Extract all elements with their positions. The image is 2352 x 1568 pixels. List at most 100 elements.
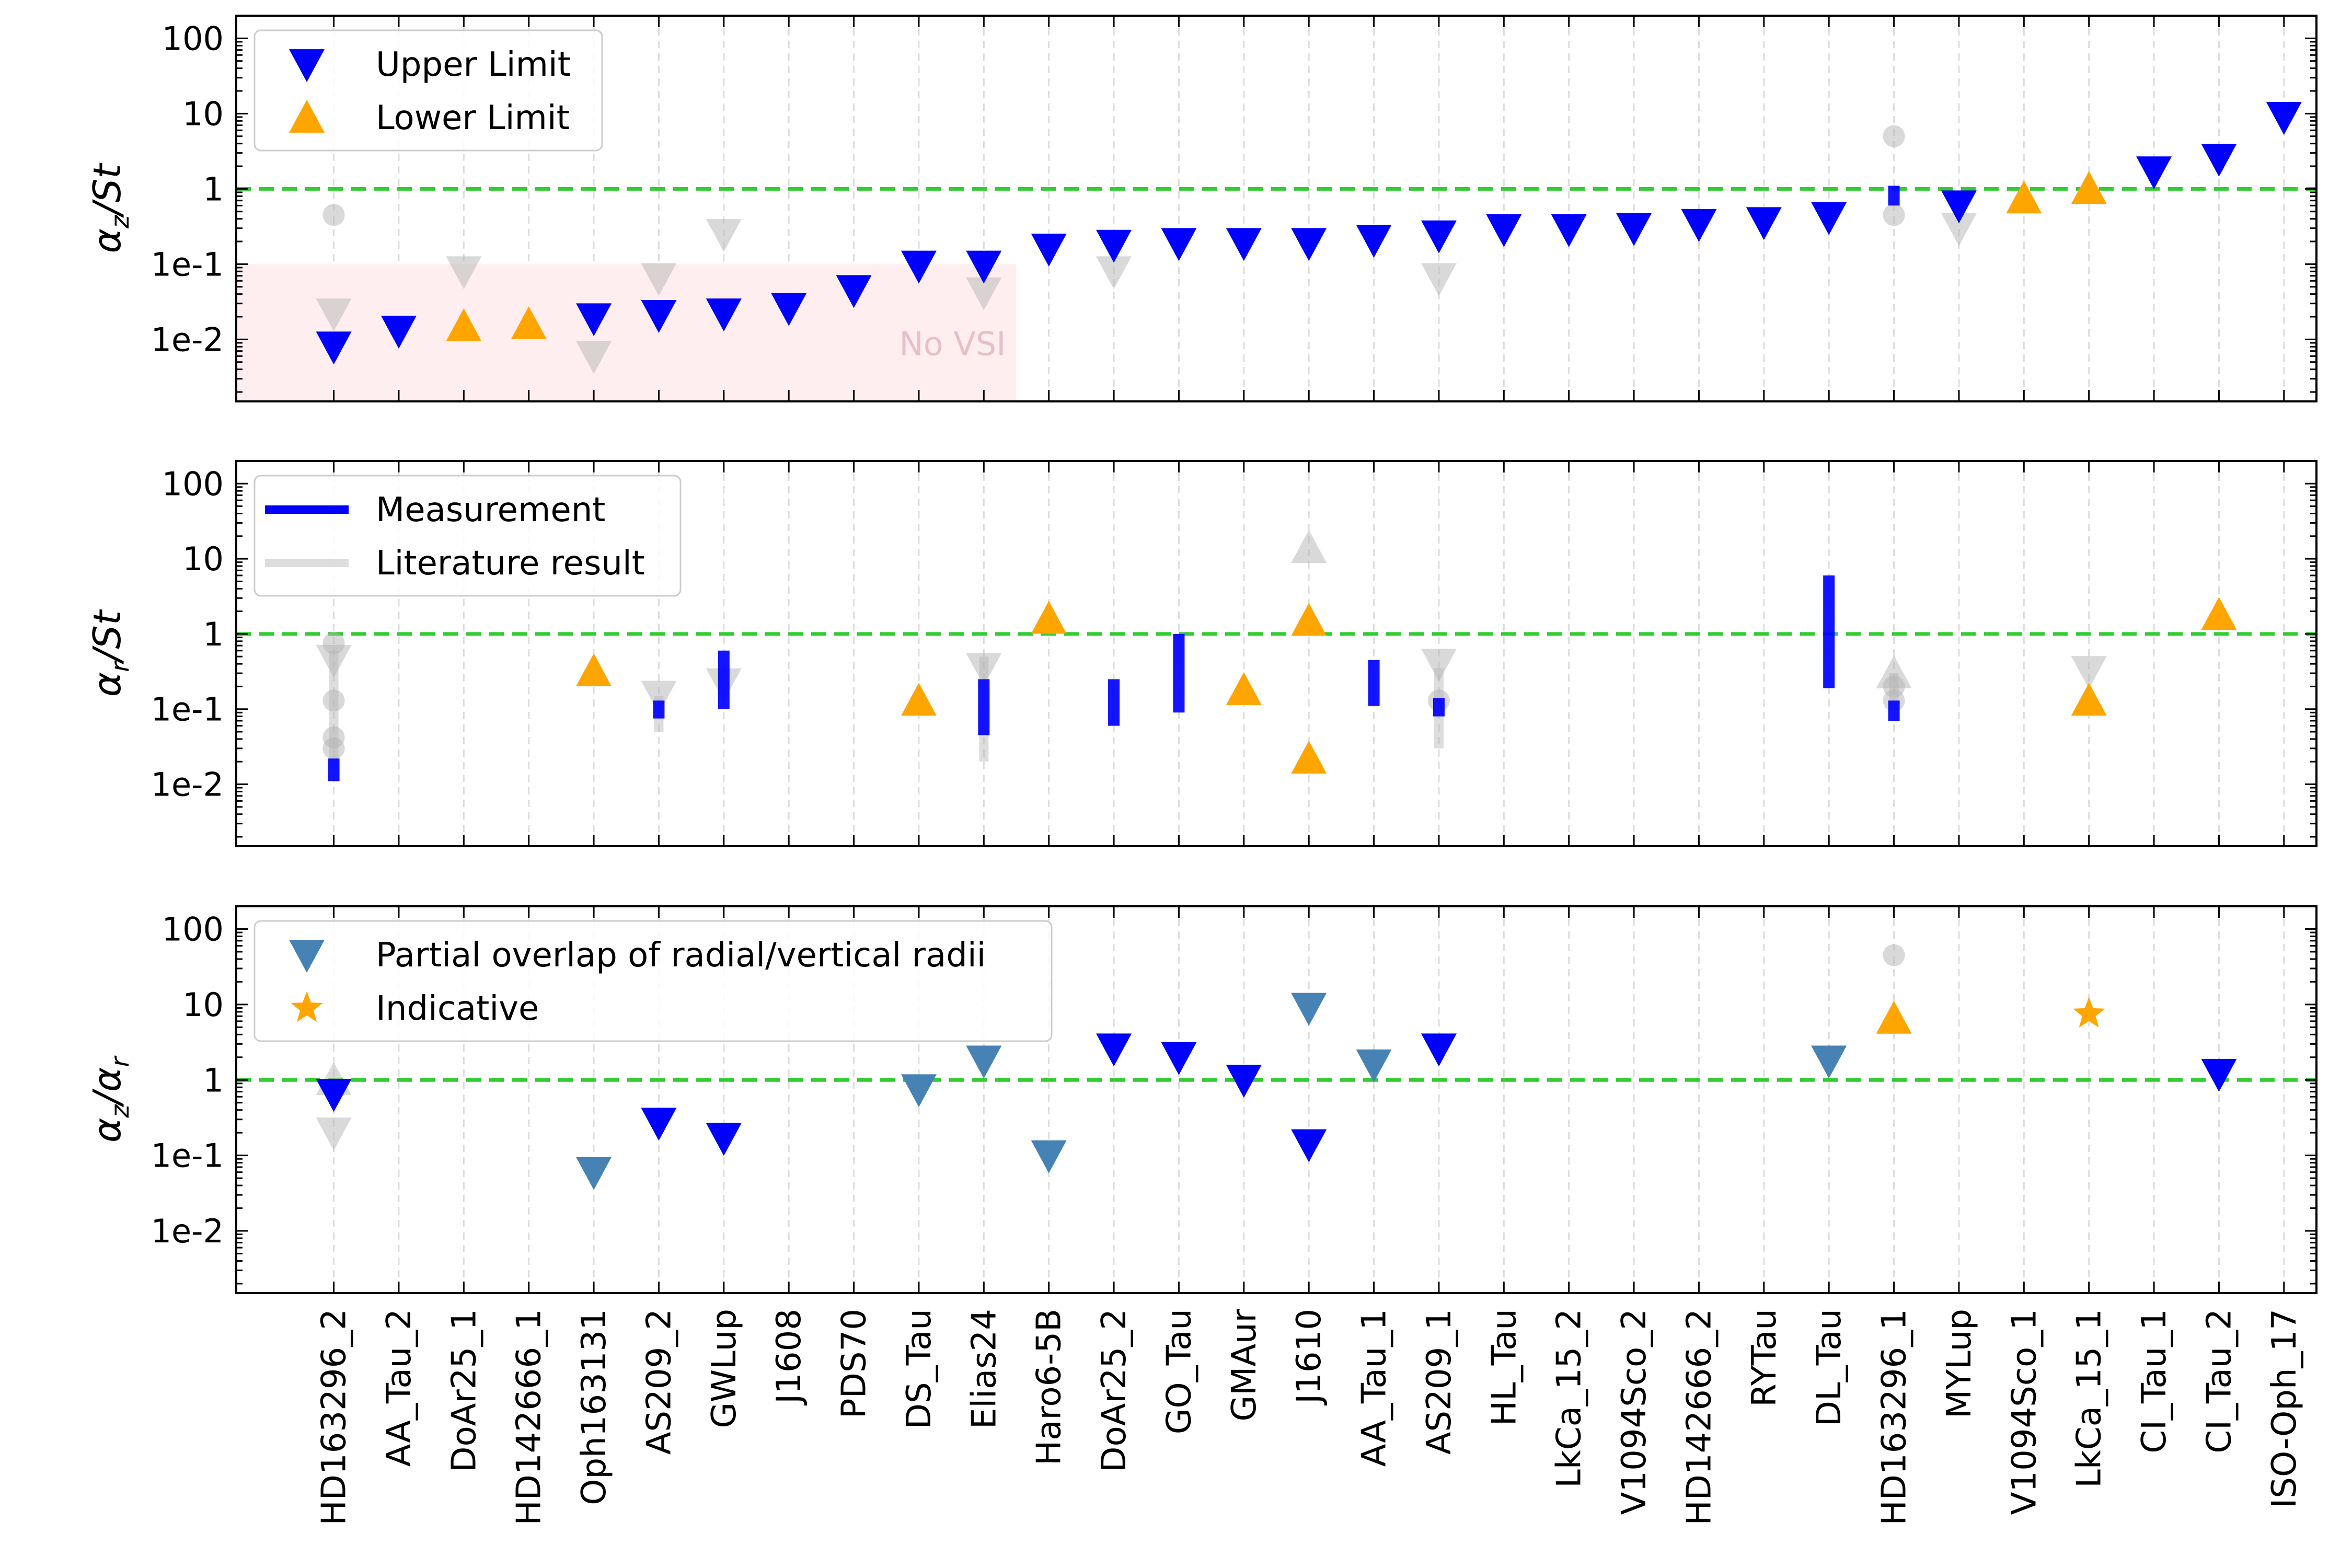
data-point <box>1226 228 1262 261</box>
literature-marker <box>1421 263 1457 296</box>
y-tick-label: 1e-1 <box>151 245 224 283</box>
x-tick-label: MYLup <box>1940 1309 1979 1419</box>
panel-2: 1e-2 1e-1 1 10 100 αr/St Measurement Literature… <box>85 460 2318 847</box>
x-tick-label: HD163296_2 <box>315 1309 354 1525</box>
data-point <box>2266 102 2302 135</box>
literature-marker <box>1941 213 1977 246</box>
data-point <box>641 1108 677 1141</box>
x-tick-label: LkCa_15_2 <box>1550 1309 1589 1488</box>
literature-marker <box>1883 204 1905 226</box>
data-point <box>966 250 1002 284</box>
data-point <box>901 250 937 284</box>
x-tick-label: Oph163131 <box>575 1309 614 1505</box>
y-tick-label: 1e-2 <box>151 320 224 359</box>
data-point <box>1681 209 1717 242</box>
legend-label: Indicative <box>376 989 539 1028</box>
x-tick-label: Elias24 <box>965 1309 1004 1429</box>
literature-marker <box>1883 944 1905 966</box>
y-tick-label: 100 <box>162 19 224 57</box>
literature-marker <box>1883 125 1905 147</box>
data-point <box>1811 1045 1847 1079</box>
data-point <box>2071 683 2107 716</box>
data-point <box>511 306 547 339</box>
x-tick-label: GO_Tau <box>1160 1309 1198 1434</box>
x-tick-label: Haro6-5B <box>1030 1309 1069 1466</box>
data-point <box>2201 144 2237 177</box>
panel-1: No VSI 1e-2 1e-1 1 10 100 αz/St Upper Limit Lowe… <box>85 15 2318 402</box>
data-point <box>901 683 937 716</box>
y-tick-label: 1e-2 <box>151 1212 224 1250</box>
data-point <box>1941 190 1977 224</box>
x-tick-label: LkCa_15_1 <box>2070 1309 2109 1488</box>
data-point <box>1291 741 1327 774</box>
axes-frame <box>235 460 2318 847</box>
x-tick-label: HL_Tau <box>1485 1309 1524 1426</box>
axes-frame <box>235 905 2318 1294</box>
legend-marker <box>289 940 325 973</box>
x-tick-label: AS209_1 <box>1420 1309 1459 1455</box>
data-point <box>1746 207 1782 240</box>
y-tick-label: 1e-1 <box>151 690 224 729</box>
data-point <box>1031 234 1067 267</box>
legend-box <box>253 29 603 152</box>
data-point <box>1096 1033 1132 1067</box>
legend-label: Literature result <box>376 544 645 583</box>
no-vsi-label: No VSI <box>899 325 1006 363</box>
data-point <box>1096 229 1132 263</box>
data-point <box>1551 214 1587 247</box>
legend-box <box>253 475 682 597</box>
data-point <box>706 1123 742 1156</box>
data-point <box>901 1074 937 1108</box>
y-tick-label: 1 <box>203 170 224 208</box>
literature-marker <box>316 644 352 678</box>
x-tick-label: J1608 <box>770 1309 809 1406</box>
data-point <box>316 331 352 365</box>
y-tick-label: 100 <box>162 465 224 503</box>
data-point <box>966 1045 1002 1079</box>
y-axis-label: αz/St <box>85 163 135 253</box>
data-point <box>2201 1058 2237 1092</box>
y-tick-label: 1e-2 <box>151 766 224 804</box>
data-point <box>576 653 612 686</box>
x-tick-label: HD142666_1 <box>510 1309 549 1525</box>
legend-label: Lower Limit <box>376 99 570 137</box>
data-point <box>1356 1049 1392 1082</box>
literature-marker <box>966 277 1002 310</box>
data-point <box>1876 1000 1912 1034</box>
data-point <box>576 303 612 337</box>
legend-marker <box>291 991 323 1022</box>
x-tick-label: AA_Tau_1 <box>1355 1309 1394 1467</box>
data-point <box>1291 993 1327 1026</box>
literature-marker <box>316 298 352 332</box>
data-point <box>1226 672 1262 705</box>
literature-marker <box>576 341 612 374</box>
data-point <box>1356 225 1392 258</box>
data-point <box>706 298 742 332</box>
legend-box <box>253 920 1053 1042</box>
x-tick-label: AS209_2 <box>640 1309 678 1455</box>
y-tick-label: 10 <box>182 540 224 578</box>
data-point <box>576 1157 612 1190</box>
data-point <box>1031 601 1067 634</box>
x-tick-label: CI_Tau_2 <box>2200 1309 2239 1454</box>
x-tick-label: ISO-Oph_17 <box>2265 1309 2304 1508</box>
x-tick-label: HD142666_2 <box>1680 1309 1719 1525</box>
x-tick-label: GWLup <box>705 1309 744 1428</box>
panel-3: 1e-2 1e-1 1 10 100 αz/αr Partial overlap of ra… <box>85 905 2318 1294</box>
literature-marker <box>641 681 677 714</box>
literature-marker <box>1291 530 1327 563</box>
y-tick-label: 10 <box>182 986 224 1024</box>
data-point <box>836 275 872 308</box>
x-tick-label: V1094Sco_1 <box>2005 1309 2044 1515</box>
data-point <box>1616 213 1652 246</box>
x-tick-label: PDS70 <box>835 1309 874 1419</box>
literature-marker <box>706 219 742 252</box>
data-point <box>1291 1129 1327 1162</box>
no-vsi-region <box>236 264 1017 401</box>
data-point <box>1811 202 1847 235</box>
y-tick-label: 100 <box>162 910 224 948</box>
literature-marker <box>641 263 677 296</box>
x-tick-label: V1094Sco_2 <box>1615 1309 1654 1515</box>
y-axis-label: αr/St <box>85 609 135 697</box>
